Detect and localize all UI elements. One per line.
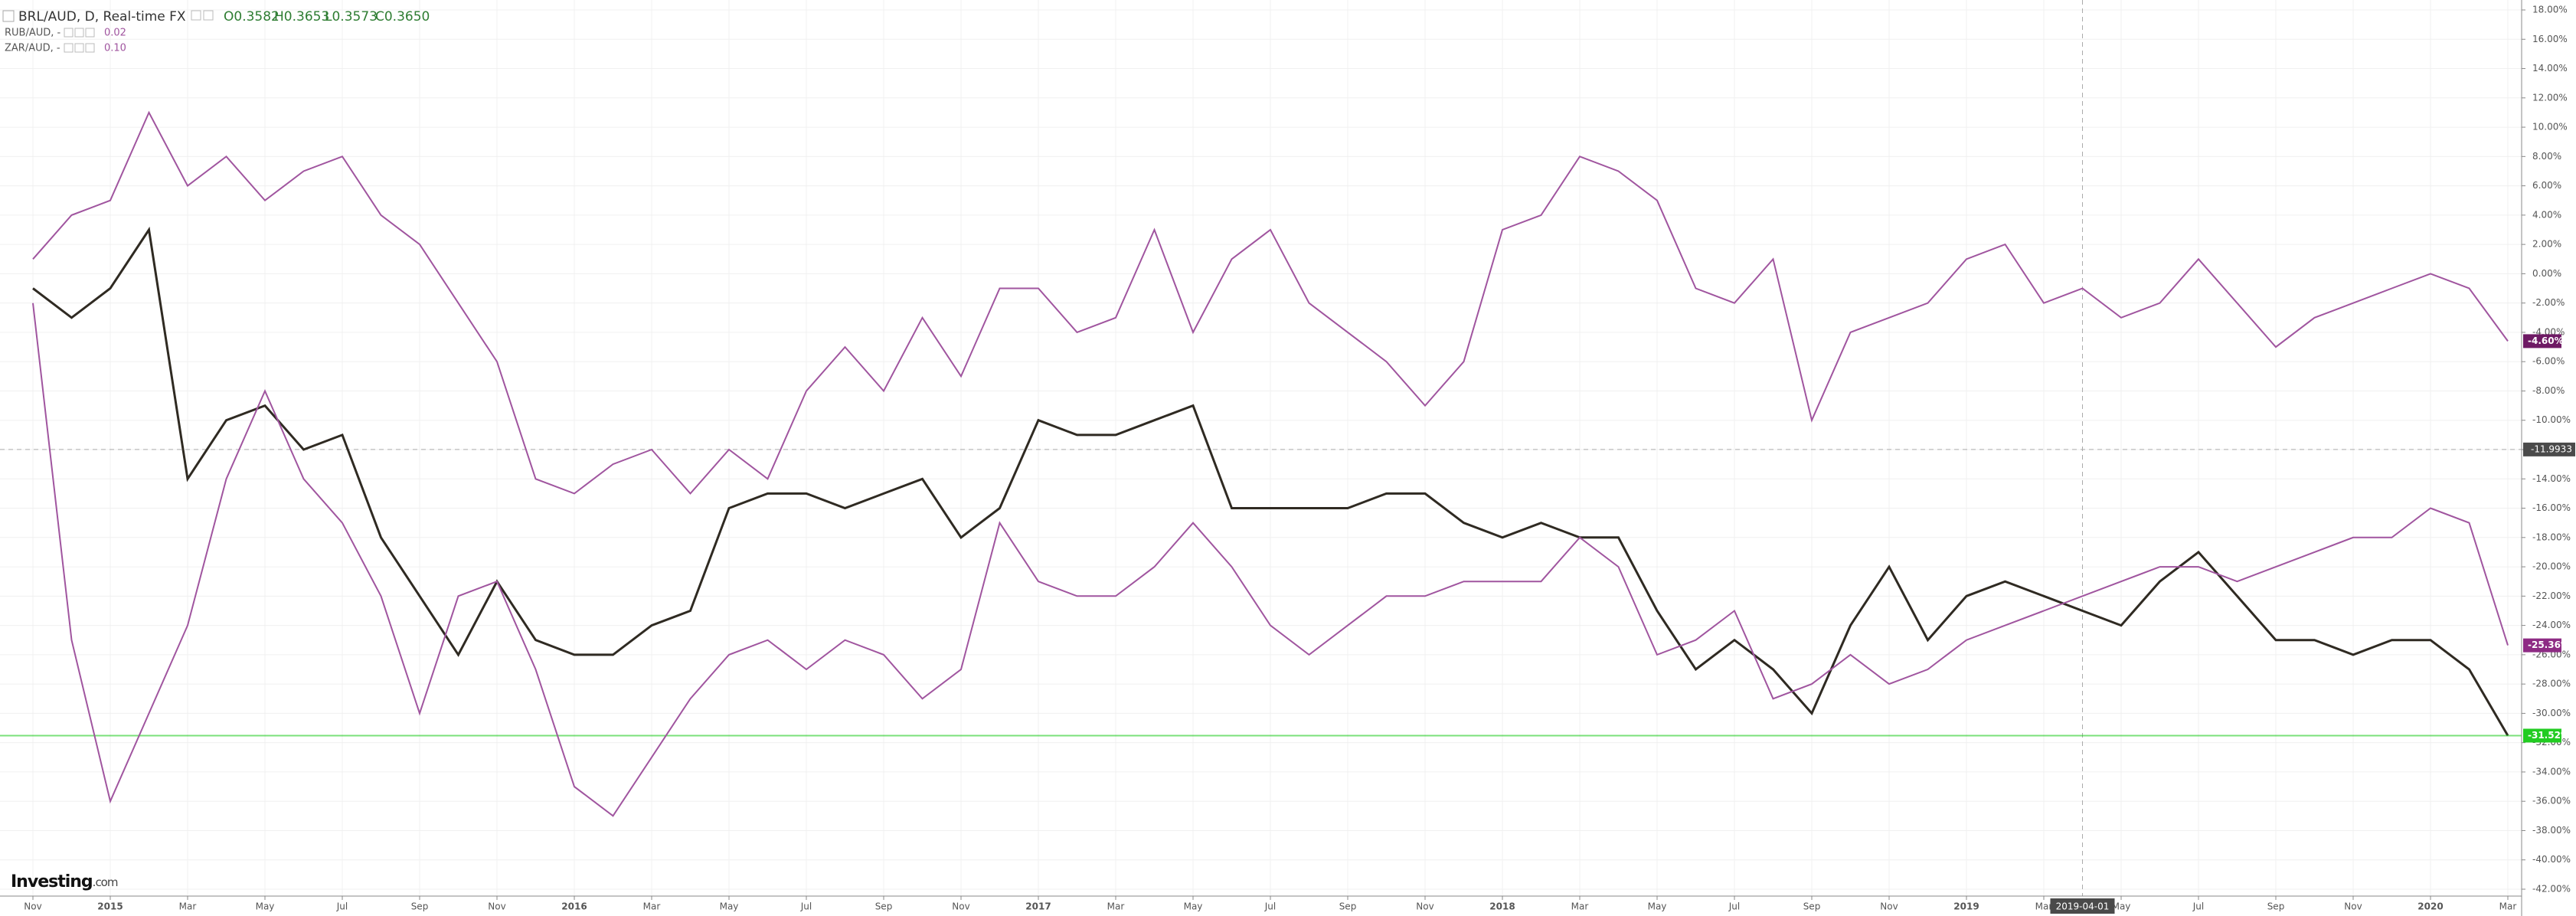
series-line [32, 303, 2509, 817]
y-tick-label: -40.00% [2532, 854, 2571, 865]
y-tick-label: -2.00% [2532, 297, 2565, 308]
x-tick-label: Nov [1880, 901, 1898, 912]
x-tick-label: May [720, 901, 739, 912]
icon[interactable] [74, 43, 84, 53]
x-tick-label: 2020 [2417, 901, 2443, 912]
y-tick-label: 4.00% [2532, 209, 2561, 220]
crosshair-x-label: 2019-04-01 [2056, 901, 2110, 912]
last-value-box [2523, 334, 2561, 348]
last-value-label: -4.60% [2528, 335, 2564, 346]
x-tick-label: Jul [336, 901, 348, 912]
y-tick-label: -30.00% [2532, 708, 2571, 718]
x-tick-label: Sep [411, 901, 429, 912]
x-tick-label: Sep [1339, 901, 1357, 912]
x-tick-label: Nov [952, 901, 969, 912]
y-tick-label: -14.00% [2532, 473, 2571, 484]
icon[interactable] [191, 10, 201, 21]
legend-value: 0.10 [104, 43, 126, 54]
last-value-box [2523, 728, 2561, 743]
y-tick-label: -20.00% [2532, 561, 2571, 572]
icon[interactable] [74, 28, 84, 38]
y-tick-label: 16.00% [2532, 34, 2568, 44]
legend-name: RUB/AUD, - [5, 28, 61, 39]
x-tick-label: 2016 [561, 901, 587, 912]
crosshair-y-label: -11.9933 [2531, 443, 2572, 454]
y-tick-label: 0.00% [2532, 268, 2561, 279]
y-tick-label: 8.00% [2532, 151, 2561, 162]
icon[interactable] [85, 28, 95, 38]
collapse-icon[interactable] [2, 10, 15, 22]
plot [0, 110, 2522, 817]
legend-value: 0.02 [104, 28, 126, 39]
y-tick-label: 2.00% [2532, 239, 2561, 250]
last-value-box [2523, 638, 2561, 653]
x-tick-label: May [1184, 901, 1203, 912]
icon[interactable] [64, 43, 74, 53]
y-tick-label: -38.00% [2532, 825, 2571, 836]
y-tick-label: -42.00% [2532, 884, 2571, 895]
y-tick-label: -22.00% [2532, 590, 2571, 601]
logo: Investing.com [11, 872, 118, 891]
y-tick-label: -16.00% [2532, 502, 2571, 513]
legend-name: ZAR/AUD, - [5, 43, 60, 54]
y-tick-label: 18.00% [2532, 5, 2568, 15]
x-tick-label: Sep [875, 901, 893, 912]
x-tick-label: 2019 [1953, 901, 1979, 912]
icon[interactable] [85, 43, 95, 53]
y-tick-label: -8.00% [2532, 385, 2565, 396]
x-tick-label: Mar [179, 901, 197, 912]
ohlc: O0.3582 [224, 9, 280, 25]
icon[interactable] [203, 10, 214, 21]
x-tick-label: Jul [2192, 901, 2204, 912]
x-tick-label: 2015 [97, 901, 123, 912]
y-tick-label: -6.00% [2532, 356, 2565, 367]
logo-text: Investing [11, 872, 93, 891]
y-tick-label: 14.00% [2532, 63, 2568, 74]
x-tick-label: 2017 [1025, 901, 1051, 912]
x-tick-label: Mar [643, 901, 661, 912]
x-tick-label: Nov [1416, 901, 1433, 912]
series-line [32, 110, 2509, 495]
x-tick-label: Jul [800, 901, 812, 912]
x-tick-label: Mar [2499, 901, 2517, 912]
axes: 18.00% 16.00% 14.00% 12.00% 10.00% 8.00% 6.00%… [24, 5, 2575, 914]
grid [0, 0, 2522, 896]
ohlc: C0.3650 [375, 9, 430, 25]
x-tick-label: Jul [1264, 901, 1276, 912]
chart-title: BRL/AUD, D, Real-time FX [18, 9, 186, 25]
ohlc: H0.3653 [274, 9, 329, 25]
ohlc: L0.3573 [325, 9, 378, 25]
last-value-label: -25.36% [2528, 640, 2570, 650]
y-tick-label: 10.00% [2532, 122, 2568, 132]
y-tick-label: -28.00% [2532, 679, 2571, 689]
y-tick-label: 6.00% [2532, 180, 2561, 191]
last-value-label: -31.52% [2528, 730, 2570, 741]
x-tick-label: Jul [1728, 901, 1740, 912]
y-tick-label: -24.00% [2532, 620, 2571, 630]
x-tick-label: Nov [488, 901, 505, 912]
x-tick-label: Mar [1107, 901, 1125, 912]
x-tick-label: Sep [2267, 901, 2285, 912]
x-tick-label: May [2112, 901, 2131, 912]
logo-suffix: .com [93, 875, 118, 889]
crosshair-x-box [2050, 898, 2115, 914]
x-tick-label: Mar [1571, 901, 1589, 912]
icon[interactable] [64, 28, 74, 38]
x-tick-label: Mar [2035, 901, 2053, 912]
x-tick-label: 2018 [1489, 901, 1515, 912]
y-tick-label: -36.00% [2532, 796, 2571, 806]
x-tick-label: May [256, 901, 275, 912]
y-tick-label: 12.00% [2532, 92, 2568, 103]
x-tick-label: May [1648, 901, 1667, 912]
y-tick-label: -34.00% [2532, 766, 2571, 777]
x-tick-label: Nov [2344, 901, 2362, 912]
y-tick-label: -18.00% [2532, 532, 2571, 542]
x-tick-label: Sep [1803, 901, 1821, 912]
y-tick-label: -10.00% [2532, 414, 2571, 425]
x-tick-label: Nov [24, 901, 41, 912]
crosshair-y-box [2523, 442, 2575, 456]
